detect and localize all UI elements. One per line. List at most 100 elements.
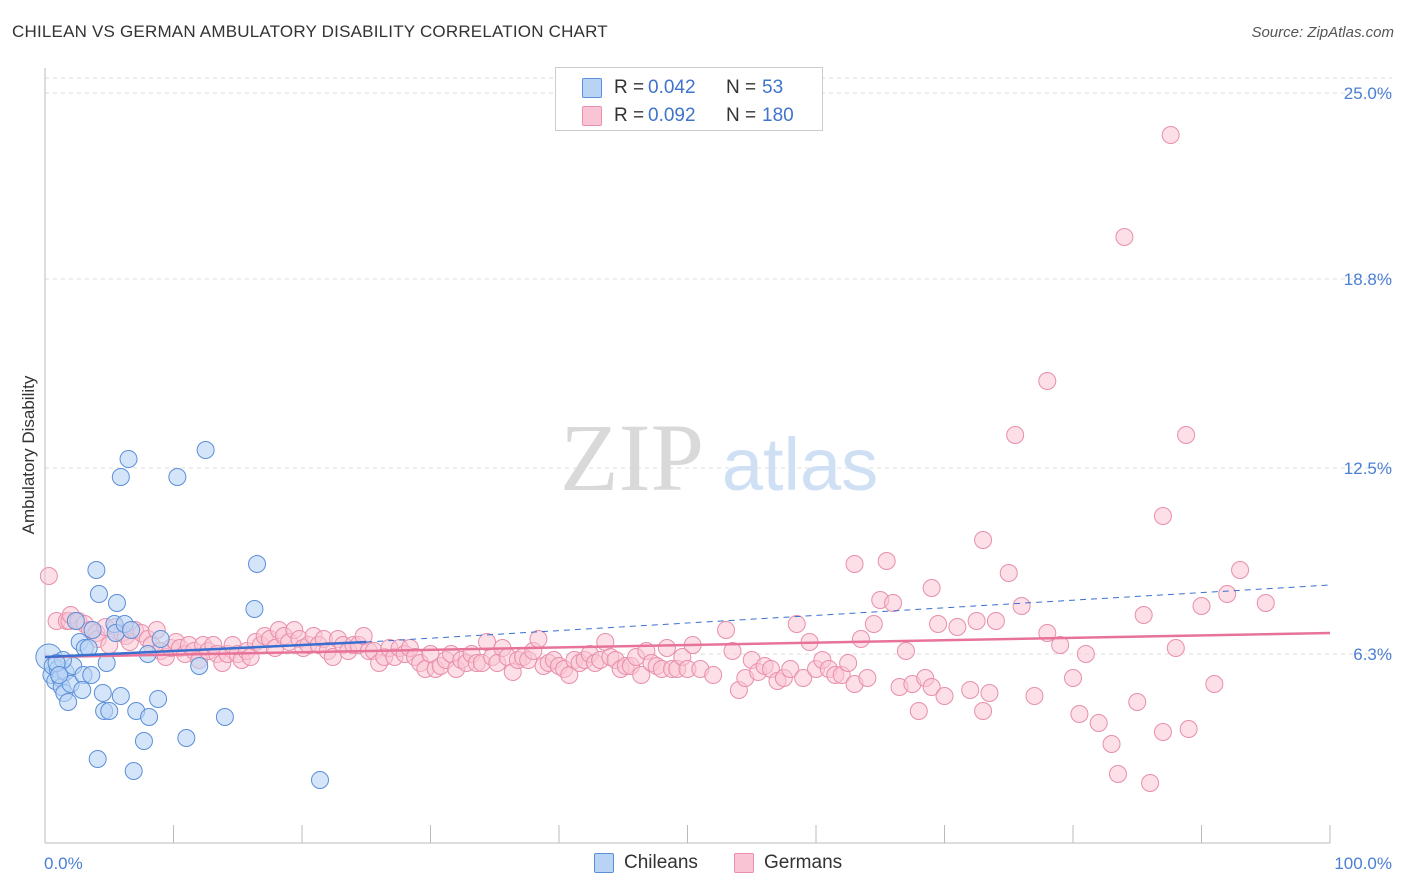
- german-point: [1205, 675, 1224, 693]
- legend-r-label: R =: [614, 105, 645, 126]
- german-point: [1128, 693, 1147, 711]
- german-point: [596, 633, 615, 651]
- legend-n-value: 53: [762, 77, 784, 98]
- stats-legend: R = 0.042 N = 53 R = 0.092 N = 180: [555, 67, 823, 131]
- legend-r-value: 0.092: [648, 105, 696, 126]
- chilean-point: [50, 666, 69, 684]
- german-point: [1166, 639, 1185, 657]
- chilean-point: [59, 693, 78, 711]
- german-point: [922, 678, 941, 696]
- german-point: [1006, 426, 1025, 444]
- german-point: [922, 579, 941, 597]
- source-label: Source: ZipAtlas.com: [1251, 24, 1394, 41]
- german-point: [1218, 585, 1237, 603]
- chilean-point: [93, 684, 112, 702]
- trendlines: [44, 584, 1331, 659]
- german-point: [1231, 561, 1250, 579]
- chilean-point: [66, 612, 85, 630]
- chilean-point: [215, 708, 234, 726]
- y-tick-label: 18.8%: [1344, 270, 1392, 289]
- german-point: [974, 531, 993, 549]
- german-point: [1089, 714, 1108, 732]
- german-point: [632, 666, 651, 684]
- german-point: [935, 687, 954, 705]
- german-point: [1064, 669, 1082, 687]
- german-point: [909, 702, 928, 720]
- chilean-point: [119, 450, 138, 468]
- german-point: [1177, 426, 1196, 444]
- german-point: [1038, 372, 1057, 390]
- legend-row-germans: R = 0.092 N = 180: [556, 102, 822, 130]
- german-point: [845, 555, 864, 573]
- chilean-point: [111, 468, 130, 486]
- chilean-point: [87, 561, 106, 579]
- x-tick-label: 0.0%: [44, 854, 83, 873]
- german-point: [1134, 606, 1153, 624]
- chilean-point: [140, 708, 159, 726]
- chilean-point: [100, 702, 119, 720]
- german-point: [884, 594, 903, 612]
- chilean-point: [134, 732, 153, 750]
- german-point: [1102, 735, 1121, 753]
- watermark: ZIP atlas: [560, 404, 878, 511]
- german-point: [1141, 774, 1160, 792]
- german-point: [948, 618, 967, 636]
- german-point: [967, 612, 986, 630]
- chilean-point: [82, 666, 101, 684]
- german-point: [657, 639, 676, 657]
- chilean-point: [190, 657, 209, 675]
- watermark-zip: ZIP: [560, 404, 704, 511]
- german-point: [1153, 507, 1172, 525]
- bottom-legend-label-chileans: Chileans: [624, 852, 698, 873]
- german-point: [974, 702, 993, 720]
- german-point: [986, 612, 1005, 630]
- chilean-trendline: [44, 640, 367, 659]
- chilean-points: [35, 441, 329, 789]
- german-point: [1076, 645, 1095, 663]
- chilean-point: [83, 621, 102, 639]
- german-point: [39, 567, 58, 585]
- chilean-point: [149, 690, 168, 708]
- chilean-point: [310, 771, 329, 789]
- chilean-point: [151, 630, 170, 648]
- chilean-point: [248, 555, 267, 573]
- chilean-point: [122, 621, 141, 639]
- y-axis-label: Ambulatory Disability: [19, 375, 38, 534]
- chilean-point: [168, 468, 187, 486]
- german-point: [858, 669, 877, 687]
- bottom-legend-label-germans: Germans: [764, 852, 843, 873]
- legend-n-label: N =: [726, 105, 757, 126]
- german-trendline: [44, 631, 1331, 659]
- german-point: [980, 684, 999, 702]
- german-point: [1025, 687, 1044, 705]
- bottom-legend-swatch-chileans: [594, 853, 614, 873]
- german-point: [704, 666, 723, 684]
- legend-swatch-chileans: [582, 78, 602, 98]
- y-tick-label: 6.3%: [1353, 645, 1392, 664]
- german-point: [1153, 723, 1172, 741]
- chilean-trendline-extension: [366, 584, 1331, 643]
- axes: [44, 68, 1331, 844]
- german-point: [1179, 720, 1198, 738]
- german-points: [39, 126, 1275, 792]
- german-point: [781, 660, 800, 678]
- german-point: [839, 654, 858, 672]
- german-point: [896, 642, 915, 660]
- german-point: [961, 681, 980, 699]
- german-point: [1115, 228, 1134, 246]
- legend-n-value: 180: [762, 105, 794, 126]
- gridlines: [45, 77, 1392, 655]
- german-point: [877, 552, 896, 570]
- legend-r-label: R =: [614, 77, 645, 98]
- legend-r-value: 0.042: [648, 77, 696, 98]
- german-point: [1192, 597, 1211, 615]
- legend-n-label: N =: [726, 77, 757, 98]
- watermark-atlas: atlas: [722, 423, 878, 506]
- german-point: [723, 642, 742, 660]
- y-tick-label: 12.5%: [1344, 459, 1392, 478]
- chilean-point: [111, 687, 130, 705]
- tick-labels: 6.3% 12.5% 18.8% 25.0% 0.0% 100.0%: [44, 84, 1392, 873]
- german-point: [1051, 636, 1070, 654]
- chilean-point: [245, 600, 264, 618]
